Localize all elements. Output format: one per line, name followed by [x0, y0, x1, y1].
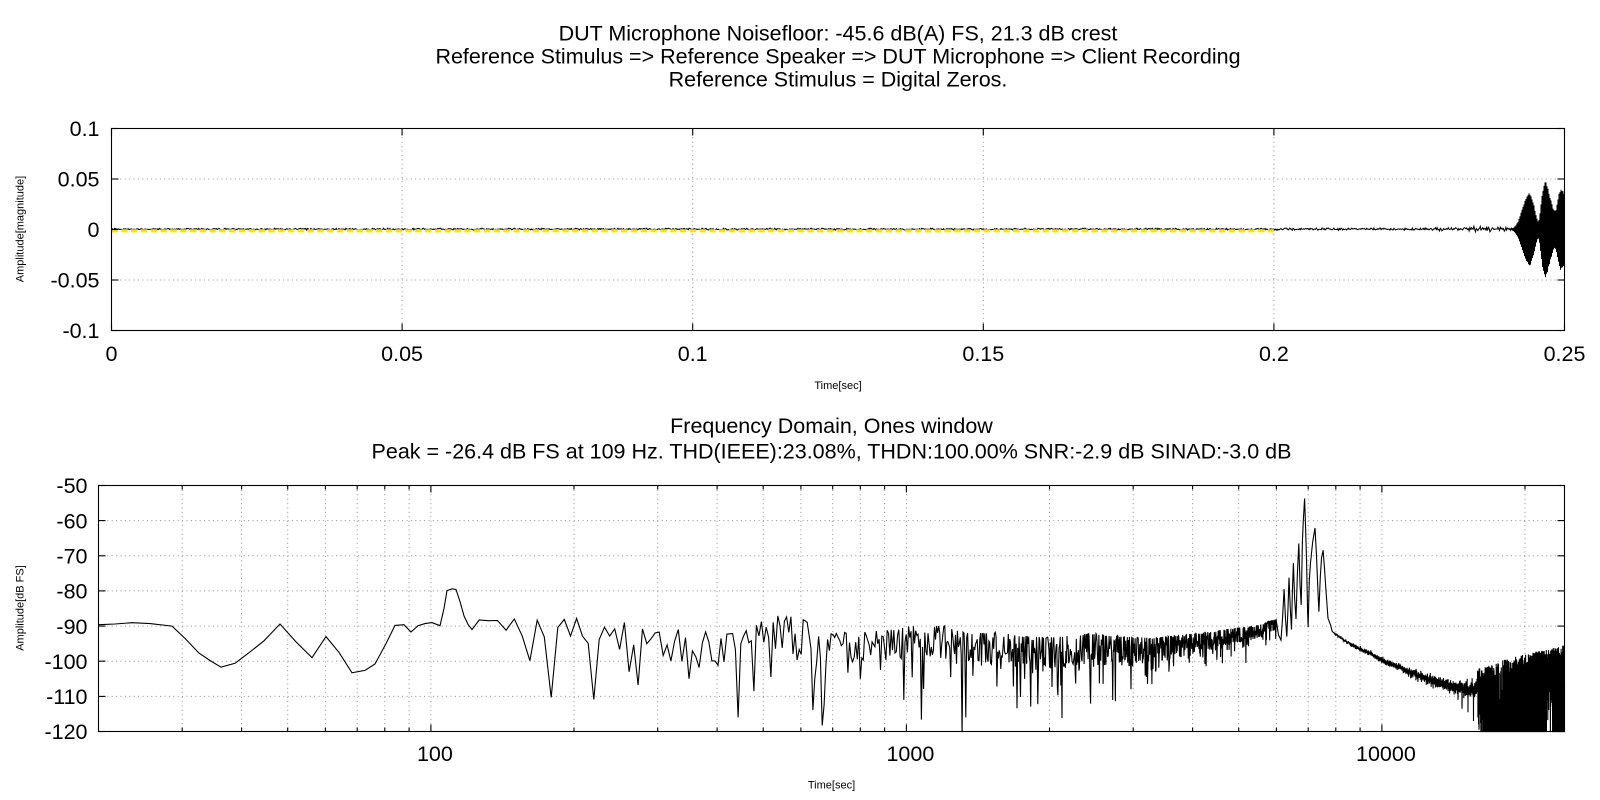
svg-text:DUT Microphone Noisefloor: -45: DUT Microphone Noisefloor: -45.6 dB(A) F… — [559, 22, 1118, 46]
svg-text:-120: -120 — [44, 720, 87, 744]
svg-text:Reference Stimulus = Digital Z: Reference Stimulus = Digital Zeros. — [669, 68, 1008, 92]
svg-text:0.05: 0.05 — [58, 168, 100, 192]
svg-text:0.15: 0.15 — [962, 342, 1004, 366]
svg-text:-50: -50 — [56, 474, 87, 498]
svg-text:0: 0 — [88, 218, 100, 242]
svg-text:0.1: 0.1 — [70, 117, 100, 141]
svg-text:-90: -90 — [56, 615, 87, 639]
svg-text:10000: 10000 — [1356, 742, 1416, 766]
svg-text:0.25: 0.25 — [1544, 342, 1586, 366]
svg-text:-60: -60 — [56, 509, 87, 533]
svg-text:Peak = -26.4 dB FS at 109 Hz.: Peak = -26.4 dB FS at 109 Hz. THD(IEEE):… — [372, 440, 1292, 464]
svg-text:-110: -110 — [46, 685, 87, 709]
svg-text:Amplitude[dB FS]: Amplitude[dB FS] — [15, 565, 27, 651]
svg-text:0.05: 0.05 — [381, 342, 423, 366]
svg-text:Frequency Domain, Ones window: Frequency Domain, Ones window — [670, 414, 993, 438]
svg-text:-80: -80 — [56, 580, 87, 604]
svg-text:1000: 1000 — [886, 742, 934, 766]
svg-text:-100: -100 — [44, 650, 87, 674]
svg-text:0.2: 0.2 — [1259, 342, 1289, 366]
svg-text:-0.1: -0.1 — [62, 319, 99, 343]
svg-text:Reference Stimulus => Referenc: Reference Stimulus => Reference Speaker … — [435, 45, 1240, 69]
svg-text:Time[sec]: Time[sec] — [814, 380, 861, 392]
svg-text:-70: -70 — [56, 545, 87, 569]
svg-text:Amplitude[magnitude]: Amplitude[magnitude] — [15, 176, 27, 282]
svg-text:0: 0 — [106, 342, 118, 366]
svg-text:0.1: 0.1 — [678, 342, 708, 366]
svg-text:100: 100 — [417, 742, 453, 766]
svg-text:-0.05: -0.05 — [50, 269, 99, 293]
svg-text:Time[sec]: Time[sec] — [808, 780, 855, 792]
